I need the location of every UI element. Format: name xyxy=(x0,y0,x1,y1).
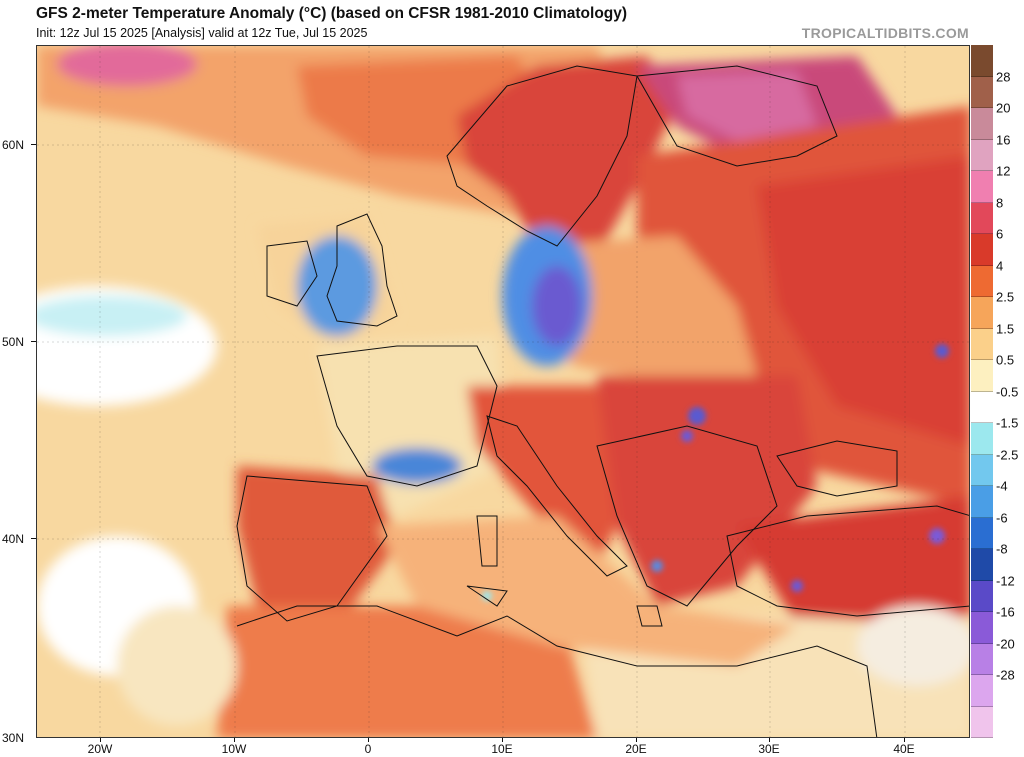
colorbar-segment xyxy=(971,234,993,266)
colorbar-label: 12 xyxy=(996,163,1011,179)
lat-tick xyxy=(31,341,36,342)
colorbar-label: -20 xyxy=(996,636,1015,651)
color-scale-legend: 28 20 16 12 8 6 4 2.5 1.5 0.5 -0.5 -1.5 -2.5 -4 -6 -8 -1… xyxy=(971,45,1024,738)
lat-label-50n: 50N xyxy=(2,335,25,349)
colorbar-segment xyxy=(971,706,993,738)
colorbar-label: -1.5 xyxy=(996,415,1019,431)
colorbar-segment xyxy=(971,139,993,171)
lat-label-30n: 30N xyxy=(2,731,25,745)
colorbar-segment xyxy=(971,612,993,644)
colorbar-segment xyxy=(971,328,993,360)
map-title: GFS 2-meter Temperature Anomaly (°C) (ba… xyxy=(36,5,628,22)
colorbar-label: 20 xyxy=(996,100,1011,116)
colorbar-label: -8 xyxy=(996,541,1008,557)
colorbar-segment xyxy=(971,675,993,707)
lat-label-60n: 60N xyxy=(2,138,25,152)
lon-label-0: 0 xyxy=(364,742,372,756)
lat-tick xyxy=(31,538,36,539)
colorbar-segment xyxy=(971,454,993,486)
lon-tick xyxy=(100,738,101,742)
lon-label-10w: 10W xyxy=(221,742,247,756)
colorbar-segment xyxy=(971,423,993,455)
lon-tick xyxy=(769,738,770,742)
colorbar-label: -28 xyxy=(996,667,1015,683)
colorbar-label: 16 xyxy=(996,132,1011,147)
lon-tick xyxy=(636,738,637,742)
colorbar-segment xyxy=(971,391,993,423)
colorbar-label: -4 xyxy=(996,478,1008,494)
colorbar-segment xyxy=(971,517,993,549)
lon-tick xyxy=(234,738,235,742)
colorbar-label: 4 xyxy=(996,258,1004,273)
lon-label-40e: 40E xyxy=(893,742,915,756)
colorbar-segment xyxy=(971,45,993,77)
temperature-anomaly-map xyxy=(36,45,970,738)
colorbar-label: 8 xyxy=(996,195,1004,210)
colorbar-segment xyxy=(971,486,993,518)
colorbar-label: -12 xyxy=(996,573,1015,588)
colorbar-label: 28 xyxy=(996,69,1011,84)
colorbar-label: -6 xyxy=(996,510,1008,525)
colorbar-label: 1.5 xyxy=(996,321,1015,336)
colorbar-segment xyxy=(971,549,993,581)
colorbar-label: 2.5 xyxy=(996,289,1015,305)
colorbar-segment xyxy=(971,76,993,108)
colorbar-segment xyxy=(971,265,993,297)
lat-tick xyxy=(31,144,36,145)
colorbar-segment xyxy=(971,643,993,675)
lon-label-10e: 10E xyxy=(491,742,513,756)
lon-label-20e: 20E xyxy=(625,742,647,756)
lon-label-20w: 20W xyxy=(87,742,113,756)
lat-label-40n: 40N xyxy=(2,532,25,546)
map-canvas xyxy=(37,46,969,737)
colorbar-segment xyxy=(971,108,993,140)
colorbar-segment xyxy=(971,360,993,392)
cold-anomaly-spots xyxy=(482,344,949,601)
colorbar-segment xyxy=(971,171,993,203)
colorbar-label: -16 xyxy=(996,604,1015,620)
map-subtitle: Init: 12z Jul 15 2025 [Analysis] valid a… xyxy=(36,26,368,40)
colorbar-label: 0.5 xyxy=(996,352,1015,368)
colorbar-segment xyxy=(971,580,993,612)
colorbar-segment xyxy=(971,297,993,329)
lon-tick xyxy=(904,738,905,742)
source-credit: TROPICALTIDBITS.COM xyxy=(801,25,969,41)
colorbar-label: -0.5 xyxy=(996,384,1019,399)
lon-label-30e: 30E xyxy=(758,742,780,756)
colorbar-label: 6 xyxy=(996,226,1004,242)
coastlines xyxy=(236,65,969,737)
colorbar-label: -2.5 xyxy=(996,447,1019,462)
lon-tick xyxy=(368,738,369,742)
graticule xyxy=(37,46,969,737)
colorbar-segment xyxy=(971,202,993,234)
lon-tick xyxy=(502,738,503,742)
